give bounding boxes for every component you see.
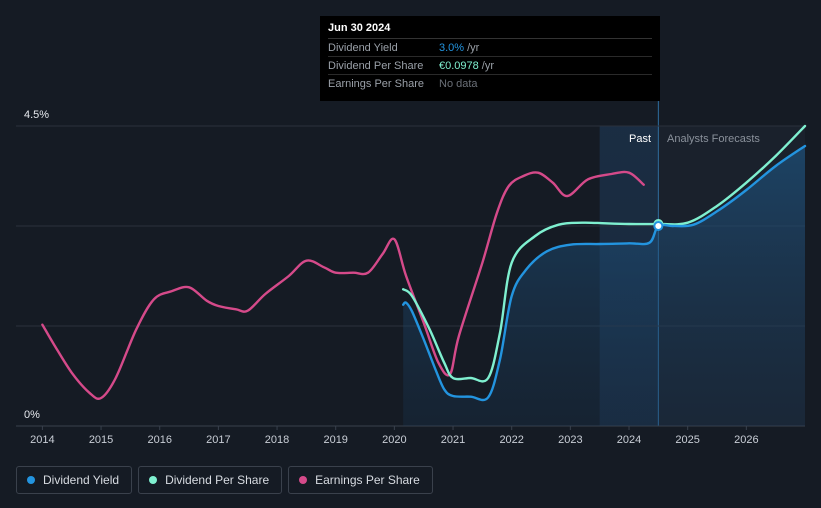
tooltip-row-earnings-per-share: Earnings Per Share No data (328, 75, 652, 92)
x-tick-label: 2020 (382, 434, 406, 446)
chart-legend: Dividend Yield Dividend Per Share Earnin… (16, 466, 433, 494)
area-dividend-yield (403, 146, 805, 426)
tooltip-row-dividend-yield: Dividend Yield 3.0% /yr (328, 39, 652, 57)
legend-dot-icon (27, 476, 35, 484)
tooltip-row-label: Dividend Yield (328, 41, 398, 54)
hover-tooltip: Jun 30 2024 Dividend Yield 3.0% /yr Divi… (320, 16, 660, 101)
legend-item-dividend-yield[interactable]: Dividend Yield (16, 466, 133, 494)
legend-label: Earnings Per Share (315, 473, 420, 487)
tooltip-row-value: 3.0% (439, 41, 465, 54)
x-axis: 2014 2015 2016 2017 2018 2019 2020 2021 2022 2023… (30, 426, 759, 446)
tooltip-row-value: No data (439, 77, 478, 90)
tooltip-row-unit: /yr (467, 41, 480, 54)
tooltip-row-value: €0.0978 (439, 59, 479, 72)
y-axis-bottom-label: 0% (24, 409, 40, 421)
x-tick-label: 2026 (734, 434, 758, 446)
x-tick-label: 2017 (206, 434, 230, 446)
tooltip-row-label: Earnings Per Share (328, 77, 424, 90)
area-layer (403, 146, 805, 426)
forecast-zone-label: Analysts Forecasts (667, 133, 760, 145)
x-tick-label: 2015 (89, 434, 113, 446)
x-tick-label: 2019 (323, 434, 347, 446)
legend-item-dividend-per-share[interactable]: Dividend Per Share (138, 466, 283, 494)
series-markers (653, 219, 664, 231)
tooltip-row-unit: /yr (481, 59, 494, 72)
legend-label: Dividend Yield (43, 473, 120, 487)
x-tick-label: 2018 (265, 434, 289, 446)
legend-dot-icon (149, 476, 158, 484)
line-earnings-per-share (41, 170, 645, 400)
x-tick-label: 2024 (617, 434, 641, 446)
x-tick-label: 2025 (675, 434, 699, 446)
y-axis-top-label: 4.5% (24, 109, 49, 121)
line-dividend-yield (402, 144, 807, 402)
legend-item-earnings-per-share[interactable]: Earnings Per Share (288, 466, 433, 494)
x-tick-label: 2016 (147, 434, 171, 446)
legend-dot-icon (299, 476, 308, 484)
marker-dividend-yield (653, 221, 664, 231)
series-lines (41, 124, 807, 402)
line-dividend-per-share (402, 124, 807, 383)
tooltip-date: Jun 30 2024 (328, 22, 652, 39)
x-tick-label: 2023 (558, 434, 582, 446)
x-tick-label: 2022 (499, 434, 523, 446)
tooltip-row-dividend-per-share: Dividend Per Share €0.0978 /yr (328, 57, 652, 75)
x-tick-label: 2014 (30, 434, 54, 446)
tooltip-row-label: Dividend Per Share (328, 59, 424, 72)
past-zone-label: Past (629, 133, 651, 145)
x-tick-label: 2021 (441, 434, 465, 446)
legend-label: Dividend Per Share (165, 473, 270, 487)
